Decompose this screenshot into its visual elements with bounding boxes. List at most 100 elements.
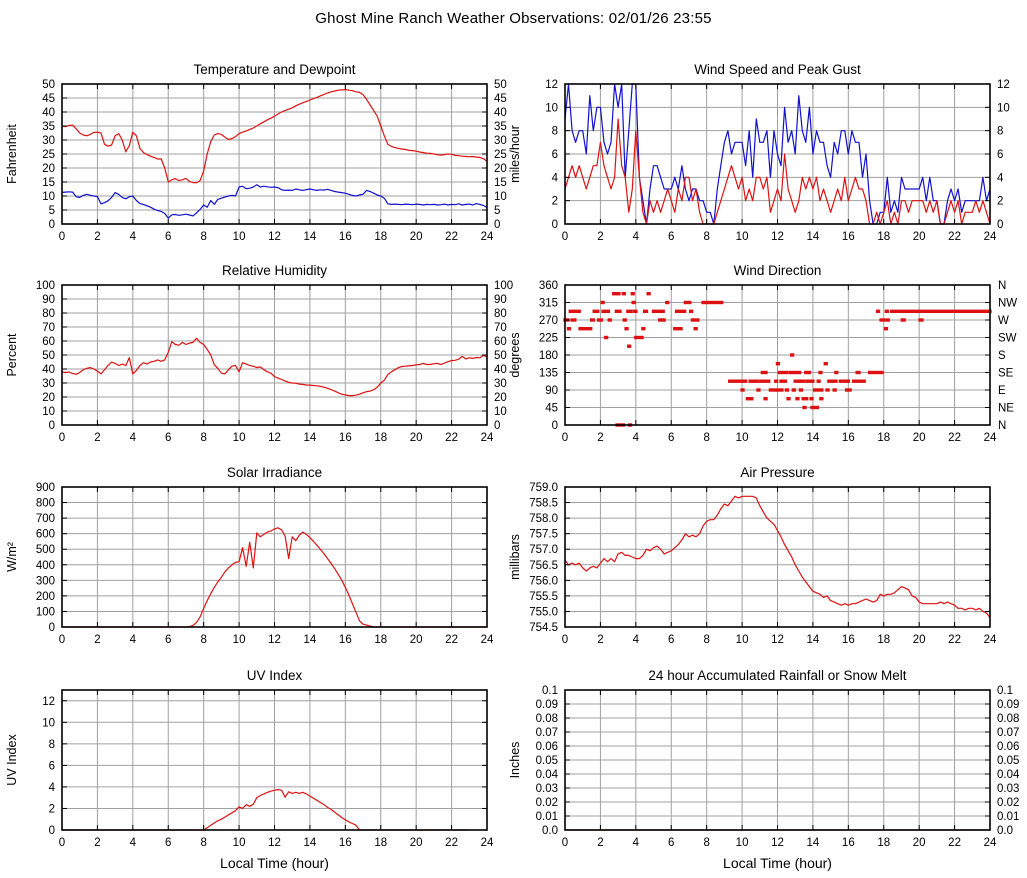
x-tick-label: 22 <box>445 231 458 243</box>
x-tick-label: 18 <box>877 837 890 849</box>
x-tick-label: 2 <box>94 634 100 646</box>
y-tick-label: 0.04 <box>536 769 559 781</box>
x-tick-label: 18 <box>877 634 890 646</box>
y-tick-label-right: 4 <box>997 172 1004 184</box>
x-tick-label: 14 <box>304 837 317 849</box>
x-tick-label: 6 <box>165 432 171 444</box>
y-tick-label-right: 15 <box>494 177 507 189</box>
x-tick-label: 14 <box>304 634 317 646</box>
x-tick-label: 8 <box>703 432 709 444</box>
x-tick-label: 0 <box>59 634 65 646</box>
x-tick-label: 18 <box>374 432 387 444</box>
x-tick-label: 10 <box>736 432 749 444</box>
wind-direction-point <box>570 318 577 322</box>
x-tick-label: 6 <box>668 432 674 444</box>
wind-direction-point <box>885 318 890 322</box>
y-tick-label: 757.0 <box>529 544 558 556</box>
y-tick-label: 0.03 <box>536 783 558 795</box>
x-tick-label: 18 <box>877 432 890 444</box>
x-tick-label: 2 <box>94 432 100 444</box>
y-tick-label-right: 0.06 <box>997 741 1019 753</box>
chart-title: 24 hour Accumulated Rainfall or Snow Mel… <box>648 668 906 683</box>
y-tick-label: 100 <box>36 280 55 292</box>
y-tick-label-right: 40 <box>494 107 507 119</box>
y-tick-label: 2 <box>49 803 55 815</box>
compass-label: E <box>998 385 1006 397</box>
wind-direction-point <box>844 388 852 392</box>
y-tick-label-right: 0.0 <box>997 825 1013 837</box>
chart-title: Solar Irradiance <box>227 465 322 480</box>
y-tick-label: 225 <box>539 333 558 345</box>
compass-label: NE <box>998 403 1014 415</box>
wind-direction-point <box>763 397 768 401</box>
wind-direction-point <box>740 388 745 392</box>
y-axis-title: UV Index <box>5 734 19 786</box>
wind-direction-point <box>827 379 838 383</box>
wind-direction-point <box>797 370 802 375</box>
y-tick-label: 70 <box>42 322 55 334</box>
x-tick-label: 20 <box>410 432 423 444</box>
y-tick-label-right: 12 <box>997 79 1010 91</box>
x-tick-label: 14 <box>304 231 317 243</box>
x-tick-label: 24 <box>481 231 494 243</box>
x-tick-label: 0 <box>59 837 65 849</box>
air-pressure-chart: 754.5 755.0 755.5 756.0 756.5 757.0 757.5 758.0… <box>508 465 997 646</box>
y-tick-label: 4 <box>49 782 56 794</box>
wind-direction-point <box>728 379 748 383</box>
wind-direction-point <box>793 379 806 383</box>
wind-direction-point <box>810 405 819 410</box>
chart-title: Temperature and Dewpoint <box>193 62 355 77</box>
wind-direction-point <box>818 370 823 375</box>
x-tick-label: 4 <box>633 432 640 444</box>
x-axis-title: Local Time (hour) <box>723 855 832 871</box>
x-tick-label: 10 <box>736 634 749 646</box>
wind-direction-point <box>883 327 889 331</box>
wind-direction-point <box>816 379 821 383</box>
x-tick-label: 24 <box>984 634 997 646</box>
wind-direction-point <box>641 327 646 331</box>
x-tick-label: 20 <box>913 837 926 849</box>
y-tick-label: 757.5 <box>529 529 558 541</box>
y-tick-label: 0.01 <box>536 811 558 823</box>
y-tick-label: 20 <box>42 163 55 175</box>
y-tick-label-right: 0 <box>494 219 500 231</box>
x-tick-label: 8 <box>703 231 709 243</box>
y-axis-title: W/m² <box>5 542 19 572</box>
y-tick-label: 600 <box>36 529 55 541</box>
wind-direction-point <box>626 309 633 313</box>
wind-direction-point <box>801 397 809 401</box>
y-tick-label-right: 70 <box>494 322 507 334</box>
x-tick-label: 2 <box>597 432 603 444</box>
uv-line <box>62 788 470 831</box>
x-tick-label: 4 <box>633 634 640 646</box>
y-tick-label: 0 <box>49 825 55 837</box>
y-tick-label: 50 <box>42 79 55 91</box>
x-tick-label: 10 <box>233 634 246 646</box>
y-tick-label-right: 0.08 <box>997 713 1019 725</box>
x-tick-label: 14 <box>807 634 820 646</box>
x-tick-label: 8 <box>200 231 206 243</box>
y-axis-title: Fahrenheit <box>5 124 19 184</box>
y-tick-label: 60 <box>42 336 55 348</box>
x-tick-label: 0 <box>562 837 568 849</box>
x-tick-label: 2 <box>597 634 603 646</box>
y-tick-label: 500 <box>36 544 55 556</box>
y-tick-label: 755.0 <box>529 606 558 618</box>
y-tick-label-right: 5 <box>494 205 500 217</box>
x-tick-label: 12 <box>771 231 784 243</box>
wind-direction-point <box>825 388 830 392</box>
x-tick-label: 12 <box>771 837 784 849</box>
y-tick-label: 360 <box>539 280 558 292</box>
x-tick-label: 16 <box>842 634 855 646</box>
x-tick-label: 6 <box>668 231 674 243</box>
wind-direction-point <box>665 300 670 305</box>
wind-direction-point <box>601 309 611 313</box>
y-tick-label-right: 100 <box>494 280 513 292</box>
x-tick-label: 20 <box>410 837 423 849</box>
x-tick-label: 6 <box>165 634 171 646</box>
pressure-line <box>564 495 991 619</box>
dewpoint-line <box>61 184 488 219</box>
x-tick-label: 12 <box>268 432 281 444</box>
